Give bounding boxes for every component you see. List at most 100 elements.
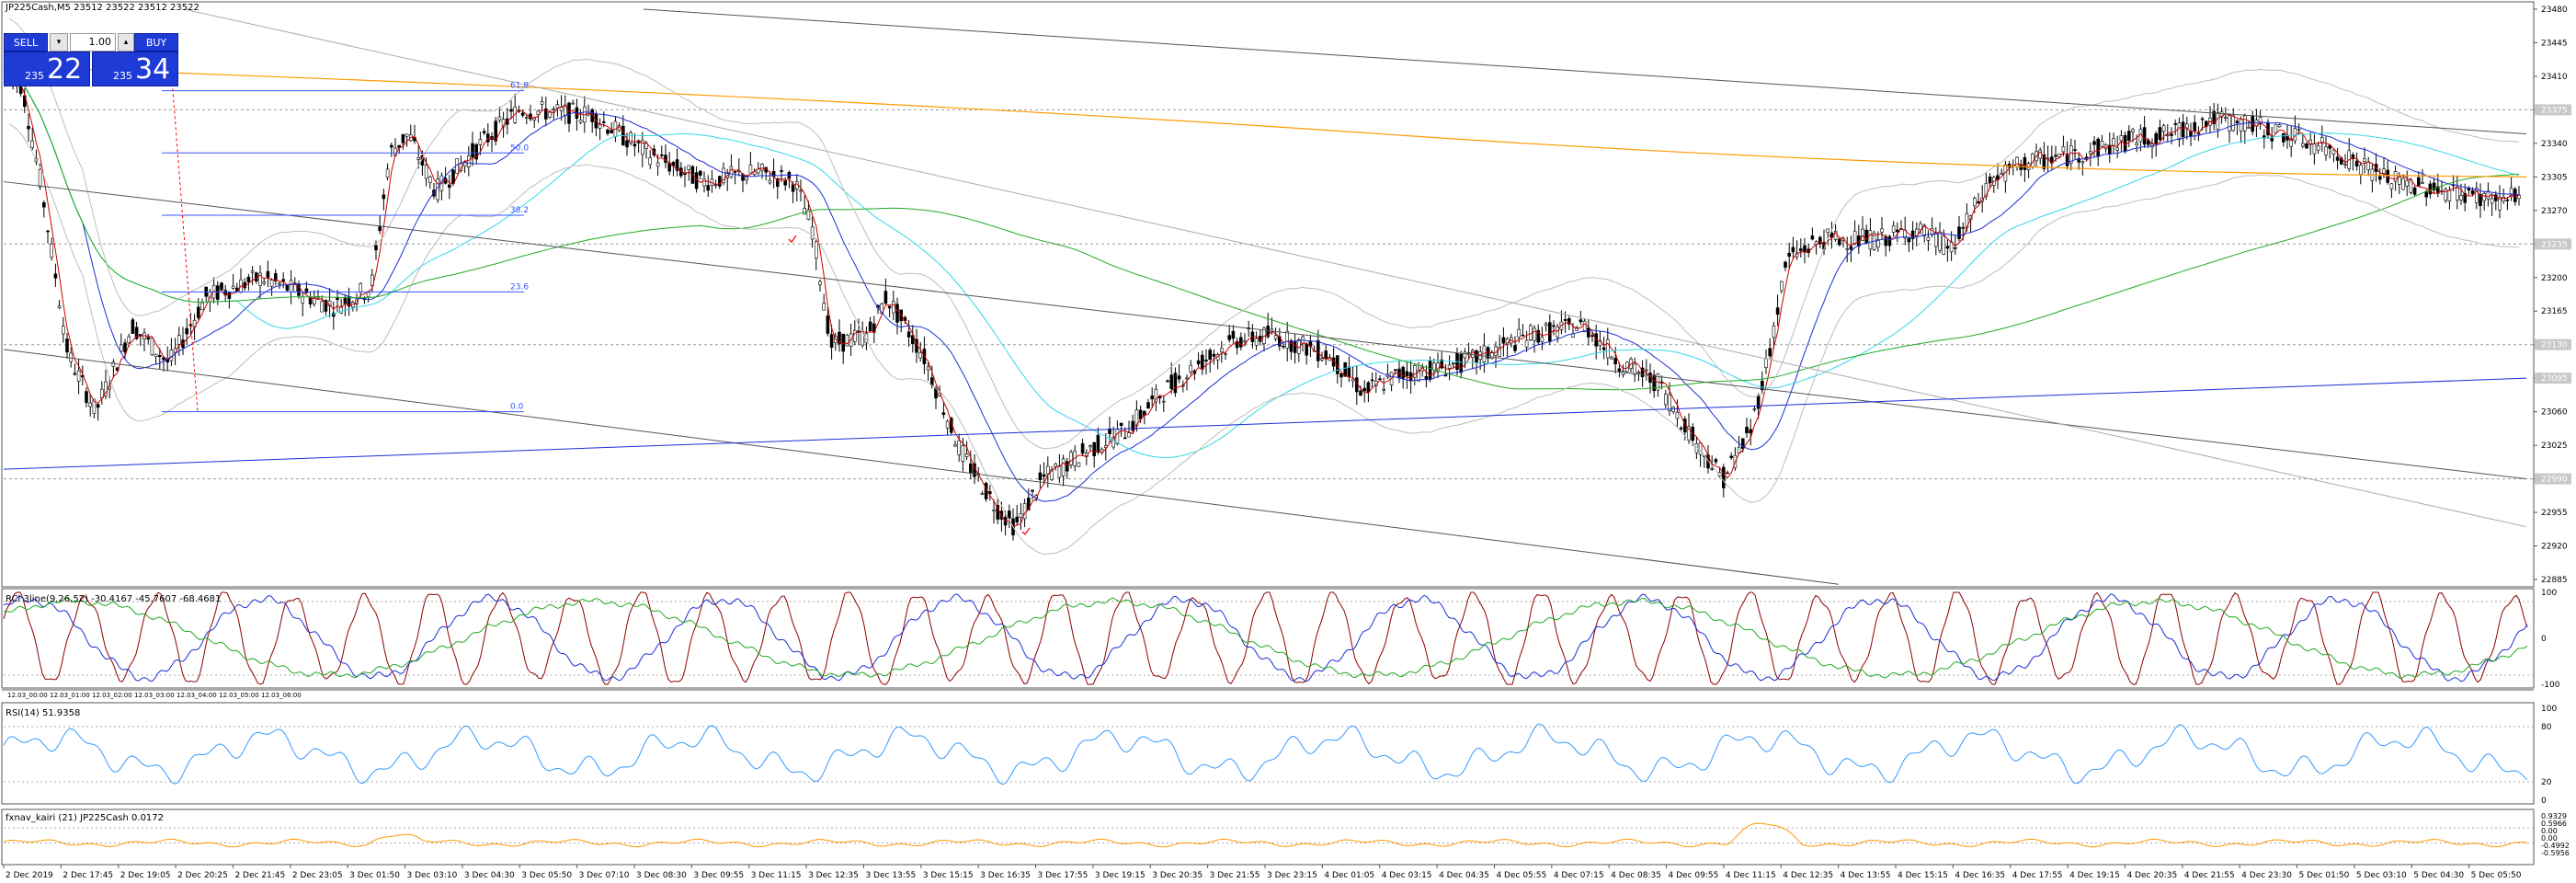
candle-body bbox=[1645, 369, 1648, 372]
candle-body bbox=[961, 445, 965, 462]
candle-body bbox=[1440, 359, 1443, 369]
candle-body bbox=[2235, 120, 2240, 123]
candle-body bbox=[1239, 337, 1243, 348]
price-axis-label: 23445 bbox=[2541, 39, 2568, 48]
candle-body bbox=[1517, 328, 1521, 338]
rci-time-label: 12.03_01:00 bbox=[50, 692, 90, 699]
candle-body bbox=[2351, 155, 2355, 159]
buy-price-box[interactable]: 235 34 bbox=[92, 52, 178, 86]
candle-body bbox=[864, 333, 869, 344]
candle-body bbox=[810, 226, 815, 240]
sell-price-box[interactable]: 235 22 bbox=[4, 52, 90, 86]
candle-body bbox=[1498, 347, 1501, 357]
candle-body bbox=[702, 178, 706, 187]
candle-body bbox=[1679, 427, 1683, 430]
candle-body bbox=[1845, 248, 1849, 250]
trend-line bbox=[3, 377, 2527, 470]
candle-body bbox=[2135, 143, 2138, 145]
time-axis-label: 4 Dec 07:15 bbox=[1554, 871, 1604, 880]
candle-body bbox=[2405, 179, 2409, 187]
candle-body bbox=[969, 464, 973, 474]
candle-body bbox=[648, 157, 653, 166]
candle-body bbox=[1324, 350, 1328, 359]
lot-size-input[interactable]: 1.00 bbox=[70, 33, 116, 52]
candle-body bbox=[910, 335, 915, 344]
lot-increase-button[interactable]: ▴ bbox=[118, 33, 134, 52]
candle-body bbox=[1089, 445, 1092, 448]
candle-body bbox=[1459, 353, 1463, 373]
candle-body bbox=[783, 179, 788, 186]
candle-body bbox=[2258, 117, 2263, 125]
time-axis-label: 4 Dec 11:15 bbox=[1726, 871, 1776, 880]
candle-body bbox=[1973, 198, 1977, 207]
main-chart-panel[interactable] bbox=[1, 1, 2535, 588]
candle-body bbox=[941, 412, 946, 416]
candle-body bbox=[2247, 127, 2251, 129]
trend-line bbox=[183, 8, 2527, 528]
price-tag-label: 23375 bbox=[2541, 106, 2568, 115]
candle-body bbox=[2177, 122, 2182, 141]
candle-body bbox=[1540, 337, 1544, 342]
fibo-level-label: 0.0 bbox=[510, 403, 524, 412]
rsi-panel[interactable] bbox=[1, 702, 2535, 805]
candle-body bbox=[1227, 335, 1231, 340]
candle-body bbox=[177, 335, 181, 346]
rci-time-label: 12.03_00:00 bbox=[7, 692, 48, 699]
sell-button[interactable]: SELL bbox=[4, 33, 48, 52]
candle-body bbox=[1273, 335, 1278, 339]
candle-body bbox=[424, 165, 428, 179]
candle-body bbox=[2482, 193, 2486, 201]
candle-body bbox=[2239, 119, 2243, 132]
candle-body bbox=[640, 140, 644, 155]
candle-body bbox=[829, 334, 834, 348]
lot-decrease-button[interactable]: ▾ bbox=[50, 33, 68, 52]
candle-body bbox=[1208, 350, 1212, 361]
candle-body bbox=[1729, 455, 1733, 459]
candle-body bbox=[996, 505, 999, 520]
candle-body bbox=[1896, 229, 1899, 233]
time-axis-label: 2 Dec 21:45 bbox=[234, 871, 285, 880]
kairi-panel[interactable] bbox=[1, 808, 2535, 866]
time-axis-label: 2 Dec 20:25 bbox=[177, 871, 228, 880]
candle-body bbox=[2316, 145, 2320, 151]
candle-body bbox=[1362, 387, 1366, 392]
candle-body bbox=[1922, 224, 1926, 236]
candle-body bbox=[69, 352, 73, 362]
time-axis-label: 4 Dec 21:55 bbox=[2184, 871, 2235, 880]
candle-body bbox=[416, 157, 421, 160]
trend-line bbox=[643, 8, 2527, 134]
candle-body bbox=[1636, 372, 1641, 373]
time-axis-label: 3 Dec 08:30 bbox=[636, 871, 687, 880]
candle-body bbox=[1749, 429, 1752, 434]
candle-body bbox=[845, 335, 849, 347]
candle-body bbox=[555, 104, 560, 109]
candle-body bbox=[868, 321, 872, 331]
candle-body bbox=[227, 292, 232, 299]
time-axis-label: 4 Dec 23:30 bbox=[2241, 871, 2292, 880]
candle-body bbox=[1984, 182, 1989, 197]
buy-button[interactable]: BUY bbox=[134, 33, 178, 52]
candle-body bbox=[30, 140, 35, 148]
rci-long-line bbox=[3, 597, 2528, 679]
candle-body bbox=[308, 297, 313, 304]
candle-body bbox=[1536, 329, 1540, 343]
rsi-line bbox=[3, 723, 2528, 786]
candle-body bbox=[46, 230, 50, 233]
candle-body bbox=[401, 133, 405, 143]
time-axis-label: 4 Dec 19:15 bbox=[2069, 871, 2120, 880]
candle-body bbox=[1791, 247, 1795, 253]
candle-body bbox=[1050, 469, 1054, 480]
candle-body bbox=[567, 102, 571, 124]
candle-body bbox=[1042, 474, 1046, 477]
candle-body bbox=[1282, 345, 1285, 348]
candle-body bbox=[2459, 195, 2463, 201]
time-axis-label: 2 Dec 2019 bbox=[6, 871, 53, 880]
candle-body bbox=[2502, 196, 2505, 202]
candle-body bbox=[2170, 133, 2173, 136]
candle-body bbox=[1443, 374, 1448, 377]
candle-body bbox=[2181, 121, 2185, 138]
kairi-axis-label: 0.5966 bbox=[2541, 820, 2567, 828]
fibo-level-label: 23.6 bbox=[510, 282, 529, 292]
candle-body bbox=[2401, 178, 2405, 190]
